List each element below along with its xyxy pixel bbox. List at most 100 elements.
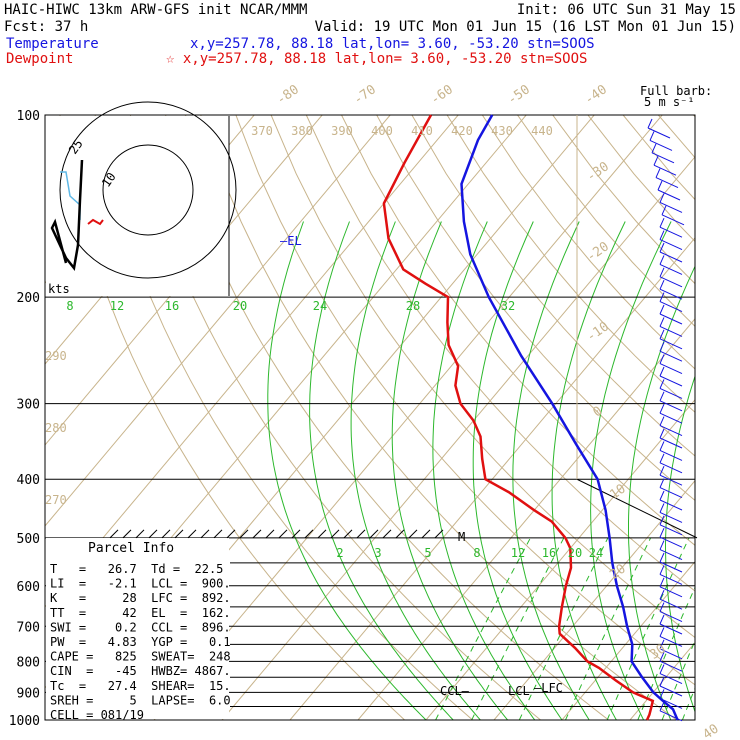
wind-barb-flag — [659, 292, 665, 302]
mixing-ratio-label: 28 — [406, 299, 420, 313]
wind-barb — [659, 474, 683, 486]
theta-label: 280 — [45, 421, 67, 435]
wind-barb-flag — [659, 651, 665, 662]
annotation-lfc: —LFC — [534, 681, 563, 695]
wind-barb — [659, 363, 683, 375]
wind-barb-flag — [659, 664, 665, 674]
theta-label: 390 — [331, 124, 353, 138]
moist-adiabat — [309, 221, 454, 720]
wind-barb-flag — [659, 515, 665, 526]
moist-adiabat — [472, 221, 563, 720]
pressure-tick-label: 200 — [17, 291, 40, 306]
wind-barb — [653, 164, 677, 176]
frame-edge — [576, 478, 698, 539]
dewpoint-profile — [382, 114, 655, 721]
wind-barb-flag — [659, 279, 665, 290]
parcel-info-row: LI = -2.1 LCL = 900. — [50, 577, 231, 591]
tropopause-hatch — [356, 529, 366, 539]
wind-barb — [659, 425, 683, 437]
dry-adiabat — [552, 115, 695, 285]
wind-barb — [659, 239, 683, 251]
tropopause-hatch — [187, 529, 197, 539]
hodograph-trace-low — [87, 218, 104, 226]
wind-barb-flag — [659, 304, 665, 315]
wind-barb-flag — [659, 317, 665, 327]
parcel-info-row: SWI = 0.2 CCL = 896. — [50, 620, 231, 634]
header-valid: Valid: 19 UTC Mon 01 Jun 15 (16 LST Mon … — [315, 19, 736, 35]
wind-barb-flag — [659, 527, 665, 538]
wind-barb-flag — [655, 168, 661, 178]
barb-legend-units: 5 m s⁻¹ — [644, 95, 695, 109]
moist-adiabat — [267, 221, 427, 720]
hodograph-ring — [59, 101, 237, 279]
wind-barb — [659, 387, 683, 399]
wind-barb-flag — [659, 403, 665, 414]
pressure-tick-label: 600 — [17, 580, 40, 595]
parcel-info-row: CIN = -45 HWBZ= 4867. — [50, 664, 231, 678]
dry-adiabat — [341, 115, 695, 546]
wind-barb — [659, 549, 683, 561]
tropopause-hatch — [122, 529, 132, 539]
theta-label: 270 — [45, 493, 67, 507]
hodograph-ring — [102, 144, 194, 236]
tropopause-hatch — [109, 529, 119, 539]
wind-barb-flag — [651, 143, 657, 154]
wind-barb-flag — [659, 552, 665, 563]
wind-barb — [659, 598, 683, 610]
wind-barb-flag — [659, 428, 665, 439]
parcel-info-table: Parcel Info T = 26.7 Td = 22.5LI = -2.1 L… — [46, 529, 444, 722]
dry-adiabat — [94, 115, 474, 720]
mixing-ratio-label: 16 — [542, 546, 556, 560]
mixing-ratio-label: 5 — [424, 546, 431, 560]
theta-label: 420 — [451, 124, 473, 138]
tropopause-hatch — [252, 529, 262, 539]
dry-adiabat — [446, 115, 695, 413]
isotherm-label-right: 20 — [607, 561, 628, 582]
pressure-tick-label: 300 — [17, 398, 40, 413]
header-title: HAIC-HIWC 13km ARW-GFS init NCAR/MMM — [4, 2, 307, 18]
wind-barb-flag — [659, 478, 665, 488]
wind-barb — [659, 586, 683, 598]
dry-adiabat — [235, 115, 695, 686]
parcel-info-row: CAPE = 825 SWEAT= 248 — [50, 650, 231, 664]
isotherm-line — [45, 115, 459, 608]
moist-adiabat — [665, 374, 695, 714]
hodograph-ring-label: 10 — [99, 170, 119, 190]
wind-barb-flag — [647, 118, 653, 129]
isotherm-label-top: -40 — [582, 82, 610, 108]
parcel-info-row: PW = 4.83 YGP = 0.1 — [50, 635, 231, 649]
wind-barb-flag — [659, 701, 665, 712]
mixing-ratio-label: 24 — [589, 546, 603, 560]
wind-barb-flag — [653, 155, 659, 166]
wind-barb — [659, 313, 683, 325]
isotherm-line — [698, 115, 740, 720]
wind-barb — [659, 276, 683, 288]
wind-barb — [659, 437, 683, 449]
plot-frame — [44, 114, 696, 721]
wind-barb-flag — [659, 503, 665, 513]
header-forecast: Fcst: 37 h — [4, 19, 88, 35]
mixing-ratio-label: 16 — [165, 299, 179, 313]
parcel-info-row: Tc = 27.4 SHEAR= 15. — [50, 679, 231, 693]
wind-barb — [661, 214, 685, 226]
isotherm-label-right: 40 — [700, 721, 721, 740]
pressure-tick-label: 100 — [17, 109, 40, 124]
header-init: Init: 06 UTC Sun 31 May 15 — [517, 2, 736, 18]
wind-barb — [655, 177, 679, 189]
wind-barb — [659, 685, 683, 697]
annotation-ccl: CCL— — [440, 684, 470, 698]
wind-barb — [659, 499, 683, 511]
moist-adiabat — [391, 221, 508, 720]
wind-barb-flag — [661, 205, 667, 216]
mixing-ratio-label: 8 — [473, 546, 480, 560]
wind-barb — [657, 189, 681, 201]
wind-barb-flag — [659, 354, 665, 364]
theta-label: 410 — [411, 124, 433, 138]
level-annotations: —EL M CCL— LCL —LFC — [280, 234, 563, 698]
wind-barb — [659, 524, 683, 536]
wind-barb — [659, 325, 683, 337]
isotherm-line — [357, 318, 695, 720]
wind-barb — [659, 648, 683, 660]
wind-barb — [659, 536, 683, 548]
pressure-tick-label: 400 — [17, 473, 40, 488]
